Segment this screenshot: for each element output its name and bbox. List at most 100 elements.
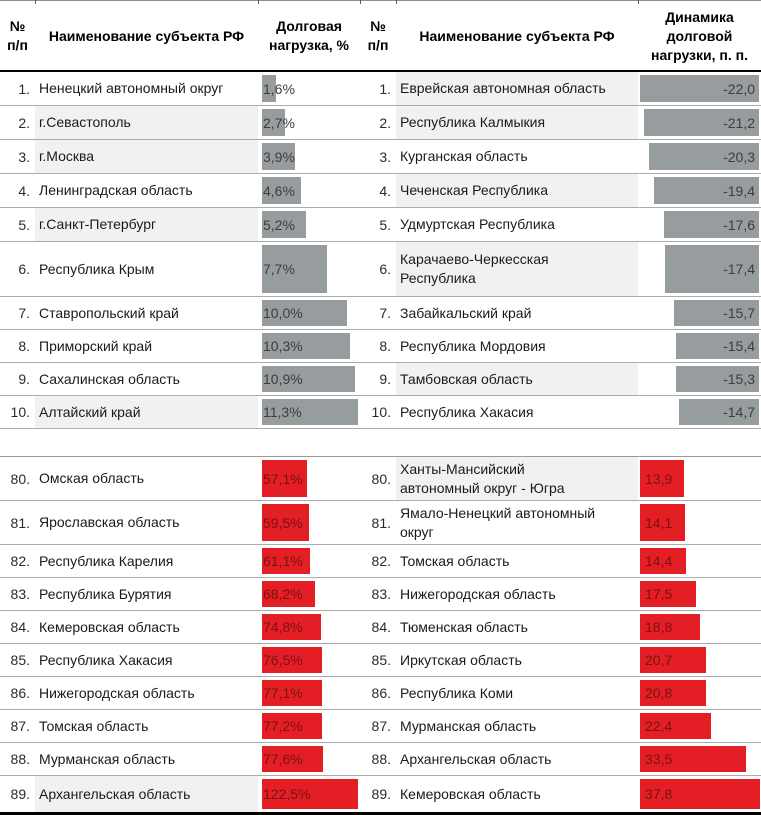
- rank-cell-left: 82.: [10, 553, 30, 569]
- debt-load-bar: [262, 143, 295, 170]
- value-cell-left: 57,1%: [258, 457, 360, 500]
- top-hairline-line: [0, 0, 761, 1]
- debt-load-bar: [262, 713, 322, 739]
- value-cell-left: 61,1%: [258, 545, 360, 577]
- value-label-right: -22,0: [723, 80, 755, 97]
- debt-load-bar: [262, 75, 276, 102]
- region-cell-right: Республика Коми: [400, 684, 514, 701]
- value-label-right: 18,8: [645, 619, 673, 635]
- rank-cell-left: 87.: [10, 718, 30, 734]
- rank-cell-left: 2.: [18, 114, 30, 131]
- value-label-left: 4,6%: [263, 182, 295, 199]
- value-label-right: -17,4: [723, 261, 755, 277]
- table-row: 10. Алтайский край 11,3% 10. Республика Хака…: [0, 396, 761, 429]
- value-cell-right: 20,7: [638, 644, 761, 676]
- debt-load-bar: [262, 300, 347, 326]
- header-region-left: Наименование субъекта РФ: [48, 27, 245, 44]
- value-cell-right: 14,1: [638, 501, 761, 544]
- dynamics-bar: [665, 245, 759, 293]
- region-cell-right: Республика Калмыкия: [396, 106, 638, 139]
- rank-cell-right: 5.: [379, 216, 391, 233]
- value-cell-left: 77,1%: [258, 677, 360, 709]
- region-cell-left: Ярославская область: [39, 514, 180, 530]
- dynamics-bar: [654, 177, 759, 204]
- value-label-left: 68,2%: [263, 586, 303, 602]
- dynamics-bar: [640, 713, 711, 739]
- region-cell-right: Мурманская область: [400, 717, 537, 734]
- dynamics-bar: [640, 746, 746, 772]
- header-rank-left: № п/п: [7, 18, 28, 53]
- rank-cell-left: 8.: [18, 338, 30, 354]
- value-cell-right: -15,3: [638, 363, 761, 395]
- value-cell-left: 10,9%: [258, 363, 360, 395]
- table-row: 84. Кемеровская область 74,8% 84. Тюменская …: [0, 611, 761, 644]
- value-label-right: -15,3: [723, 371, 755, 387]
- debt-load-bar: [262, 680, 322, 706]
- value-label-right: 14,4: [645, 553, 673, 569]
- region-cell-right: Удмуртская Республика: [400, 216, 555, 232]
- region-cell-left: Ставропольский край: [39, 304, 179, 321]
- region-cell-left: г.Санкт-Петербург: [35, 208, 258, 241]
- bottom-rule: [0, 812, 761, 815]
- value-cell-right: -15,7: [638, 297, 761, 329]
- debt-load-bar: [262, 548, 310, 574]
- rank-cell-right: 83.: [371, 586, 391, 602]
- value-label-left: 76,5%: [263, 652, 303, 668]
- column-tick: [396, 0, 397, 4]
- value-cell-right: 20,8: [638, 677, 761, 709]
- dynamics-bar: [640, 75, 759, 102]
- rank-cell-left: 10.: [10, 404, 30, 420]
- rank-cell-right: 85.: [371, 652, 391, 668]
- rank-cell-right: 84.: [371, 619, 391, 635]
- table-header-row: № п/п Наименование субъекта РФ Долговая …: [0, 2, 761, 72]
- region-cell-right: Еврейская автономная область: [396, 72, 638, 105]
- debt-load-bar: [262, 399, 358, 425]
- value-cell-left: 11,3%: [258, 396, 360, 428]
- debt-load-bar: [262, 211, 306, 238]
- value-label-right: -15,7: [723, 305, 755, 321]
- table-row: 9. Сахалинская область 10,9% 9. Тамбовская о…: [0, 363, 761, 396]
- column-tick: [35, 0, 36, 4]
- header-region-right: Наименование субъекта РФ: [419, 27, 615, 44]
- region-cell-right: Республика Хакасия: [400, 403, 534, 420]
- rank-cell-left: 89.: [10, 786, 30, 802]
- column-tick: [360, 0, 361, 4]
- rank-cell-right: 10.: [371, 404, 391, 420]
- region-cell-left: Алтайский край: [35, 396, 258, 428]
- region-cell-left: Омская область: [39, 470, 145, 486]
- debt-load-bar: [262, 581, 315, 607]
- dynamics-bar: [640, 614, 700, 640]
- value-label-right: 37,8: [645, 786, 673, 802]
- dynamics-bar: [664, 211, 759, 238]
- rank-cell-left: 7.: [18, 305, 30, 321]
- rank-cell-right: 81.: [371, 514, 391, 531]
- value-label-right: -19,4: [723, 182, 755, 199]
- value-label-left: 57,1%: [263, 470, 303, 487]
- header-rank-right: № п/п: [367, 18, 389, 53]
- region-cell-left: Кемеровская область: [39, 618, 180, 635]
- region-cell-right: Курганская область: [400, 148, 528, 164]
- column-tick: [258, 0, 259, 4]
- rank-cell-left: 81.: [10, 514, 30, 531]
- header-dynamics: Динамика долговой нагрузки, п. п.: [651, 8, 748, 63]
- table-row: 80. Омская область 57,1% 80. Ханты-Мансийски…: [0, 457, 761, 501]
- value-cell-left: 1,6%: [258, 72, 360, 105]
- value-label-left: 10,9%: [263, 371, 303, 387]
- debt-load-bar: [262, 746, 323, 772]
- dynamics-bar: [640, 779, 760, 809]
- debt-load-bar: [262, 614, 321, 640]
- value-cell-right: 37,8: [638, 776, 761, 812]
- value-label-right: 20,7: [645, 652, 673, 668]
- rank-cell-right: 89.: [371, 786, 391, 802]
- rank-cell-left: 85.: [10, 652, 30, 668]
- value-label-left: 11,3%: [263, 404, 302, 420]
- value-label-right: -21,2: [723, 114, 755, 131]
- dynamics-bar: [676, 333, 759, 359]
- table-row: 7. Ставропольский край 10,0% 7. Забайкальски…: [0, 297, 761, 330]
- region-cell-right: Республика Мордовия: [400, 337, 546, 354]
- rank-cell-right: 80.: [371, 470, 391, 487]
- dynamics-bar: [640, 548, 686, 574]
- value-cell-left: 76,5%: [258, 644, 360, 676]
- value-label-right: 17,5: [645, 586, 673, 602]
- rank-cell-left: 9.: [18, 371, 30, 387]
